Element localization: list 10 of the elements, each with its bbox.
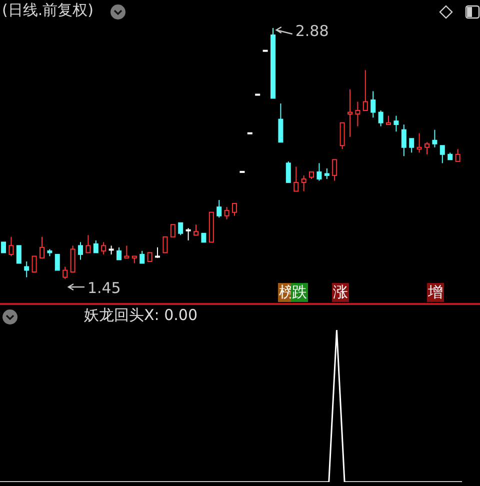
text: 增 bbox=[427, 283, 444, 302]
chart-subtitle: 妖龙回头X: 0.00 bbox=[84, 306, 198, 325]
annotation: 2.88 bbox=[295, 22, 329, 40]
candlestick bbox=[348, 88, 352, 138]
text: 涨 bbox=[332, 283, 349, 302]
candlestick bbox=[355, 101, 360, 127]
annotation: 1.45 bbox=[87, 279, 121, 297]
candlestick bbox=[401, 124, 406, 157]
chart-title: (日线.前复权) bbox=[2, 1, 94, 20]
text: 跌 bbox=[291, 283, 308, 302]
